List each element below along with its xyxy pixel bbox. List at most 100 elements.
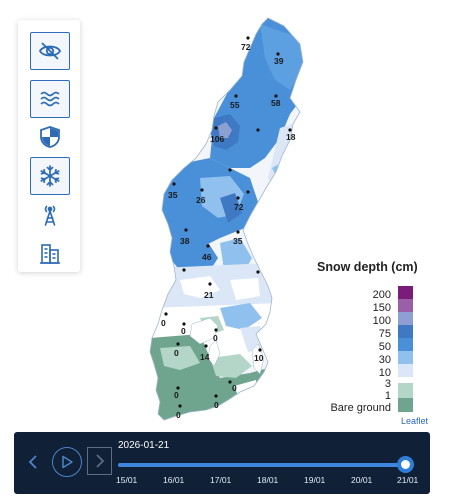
sweden-snow-map[interactable]: 72 39 55 58 106 18 35 26 72 38 35 46 21 … xyxy=(140,17,310,428)
legend-swatch xyxy=(398,398,413,412)
next-button[interactable] xyxy=(87,447,112,475)
station-value: 0 xyxy=(232,383,237,393)
station-value: 58 xyxy=(271,98,281,108)
station-marker[interactable]: 0 xyxy=(174,386,180,400)
station-marker[interactable]: 18 xyxy=(286,128,296,142)
station-marker[interactable]: 26 xyxy=(196,188,206,205)
legend-label: 75 xyxy=(378,328,391,340)
station-marker[interactable]: 0 xyxy=(176,404,182,420)
play-button[interactable] xyxy=(52,447,82,477)
station-marker[interactable] xyxy=(228,168,232,172)
shield-icon xyxy=(40,126,60,148)
station-marker[interactable]: 0 xyxy=(214,394,219,410)
legend-swatch xyxy=(398,351,413,364)
sweden-outline xyxy=(149,17,304,421)
legend-swatch xyxy=(398,325,413,338)
snow-depth-map[interactable]: 72 39 55 58 106 18 35 26 72 38 35 46 21 … xyxy=(140,17,310,428)
timeline-tick-label: 21/01 xyxy=(397,475,419,485)
station-value: 0 xyxy=(176,410,181,420)
legend-swatch xyxy=(398,299,413,312)
station-marker[interactable]: 55 xyxy=(230,94,240,110)
station-marker[interactable]: 0 xyxy=(161,312,168,328)
timeline-tick-label: 16/01 xyxy=(163,475,185,485)
legend-label: 200 xyxy=(372,289,391,301)
station-marker[interactable]: 0 xyxy=(181,322,186,336)
legend-label: Bare ground xyxy=(330,402,391,414)
snowflake-icon xyxy=(40,165,60,187)
water-layer-button[interactable] xyxy=(30,80,70,118)
legend-swatch xyxy=(398,286,413,299)
station-value: 14 xyxy=(200,352,210,362)
legend-title: Snow depth (cm) xyxy=(317,260,418,274)
legend-swatch xyxy=(398,364,413,377)
current-date: 2026-01-21 xyxy=(118,440,170,451)
station-value: 38 xyxy=(180,236,190,246)
timeline-tick-label: 15/01 xyxy=(116,475,138,485)
station-marker[interactable] xyxy=(256,128,260,132)
legend-label: 100 xyxy=(372,315,391,327)
station-marker[interactable]: 21 xyxy=(204,282,214,300)
station-value: 106 xyxy=(210,134,224,144)
station-marker[interactable]: 39 xyxy=(274,52,284,66)
station-value: 35 xyxy=(233,236,243,246)
stations-layer-button[interactable] xyxy=(30,196,70,234)
station-value: 26 xyxy=(196,195,206,205)
station-value: 0 xyxy=(174,348,179,358)
legend-label: 3 xyxy=(384,378,391,390)
station-value: 72 xyxy=(241,42,251,52)
station-value: 10 xyxy=(254,353,264,363)
lake-vanern xyxy=(189,317,219,345)
station-marker[interactable]: 35 xyxy=(168,182,178,200)
station-marker[interactable] xyxy=(182,268,186,272)
legend-label: 30 xyxy=(378,354,391,366)
warnings-layer-button[interactable] xyxy=(30,118,70,156)
timeline-tick-label: 17/01 xyxy=(210,475,232,485)
station-marker[interactable] xyxy=(256,270,260,274)
previous-button[interactable] xyxy=(26,452,40,472)
buildings-icon xyxy=(40,244,60,264)
toggle-visibility-button[interactable] xyxy=(30,32,70,70)
station-value: 0 xyxy=(174,390,179,400)
lake-vattern xyxy=(207,339,221,367)
snow-layer-button[interactable] xyxy=(30,157,70,195)
legend-swatch xyxy=(398,338,413,351)
play-icon xyxy=(62,455,73,469)
station-value: 21 xyxy=(204,290,214,300)
station-value: 0 xyxy=(161,318,166,328)
legend-label: 10 xyxy=(378,367,391,379)
station-value: 39 xyxy=(274,56,284,66)
gotland-island xyxy=(251,343,265,375)
radio-tower-icon xyxy=(44,205,56,226)
cities-layer-button[interactable] xyxy=(30,234,70,272)
station-value: 18 xyxy=(286,132,296,142)
station-value: 0 xyxy=(214,400,219,410)
station-marker[interactable]: 0 xyxy=(174,342,180,358)
timeline-handle[interactable] xyxy=(397,456,414,473)
station-marker[interactable]: 72 xyxy=(234,196,244,212)
station-value: 35 xyxy=(168,190,178,200)
timeline-panel: 2026-01-21 15/01 16/01 17/01 18/01 19/01… xyxy=(14,432,430,494)
station-value: 0 xyxy=(181,326,186,336)
station-marker[interactable]: 14 xyxy=(200,344,210,362)
leaflet-attribution-link[interactable]: Leaflet xyxy=(401,416,429,426)
legend-label: 50 xyxy=(378,341,391,353)
station-markers: 72 39 55 58 106 18 35 26 72 38 35 46 21 … xyxy=(161,36,296,420)
station-marker[interactable]: 72 xyxy=(241,36,251,52)
station-marker[interactable]: 58 xyxy=(271,94,281,108)
station-value: 72 xyxy=(234,202,244,212)
snow-depth-fill xyxy=(150,18,303,420)
station-marker[interactable]: 10 xyxy=(254,348,264,363)
chevron-left-icon xyxy=(28,455,37,469)
station-value: 46 xyxy=(202,252,212,262)
station-marker[interactable]: 0 xyxy=(213,328,218,343)
legend-swatch xyxy=(398,377,413,383)
station-marker[interactable]: 106 xyxy=(210,126,224,144)
station-marker[interactable] xyxy=(246,190,250,194)
station-marker[interactable]: 0 xyxy=(228,380,237,393)
station-marker[interactable]: 35 xyxy=(233,230,243,246)
station-marker[interactable]: 46 xyxy=(202,244,212,262)
station-value: 0 xyxy=(213,333,218,343)
station-marker[interactable]: 38 xyxy=(180,228,190,246)
timeline-track[interactable] xyxy=(118,463,410,467)
